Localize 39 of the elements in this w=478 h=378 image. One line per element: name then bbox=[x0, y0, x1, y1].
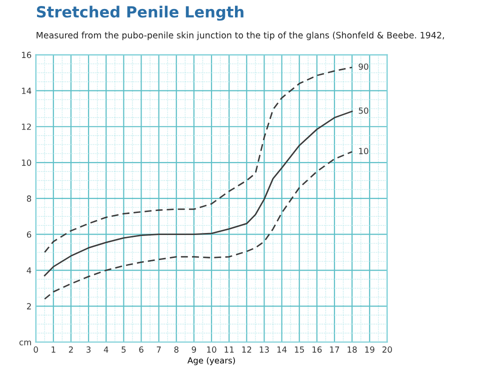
y-tick-label: 4 bbox=[26, 267, 32, 274]
y-tick-label: 12 bbox=[22, 124, 31, 130]
x-axis-title: Age (years) bbox=[187, 357, 235, 366]
x-tick-label: 0 bbox=[34, 346, 38, 353]
x-tick-label: 16 bbox=[312, 346, 322, 353]
x-tick-label: 7 bbox=[156, 346, 161, 353]
x-tick-label: 15 bbox=[294, 346, 304, 353]
x-tick-label: 9 bbox=[192, 346, 196, 353]
x-tick-label: 10 bbox=[207, 346, 216, 353]
x-tick-label: 5 bbox=[122, 346, 126, 353]
x-tick-label: 11 bbox=[224, 346, 234, 353]
x-tick-label: 18 bbox=[348, 346, 357, 353]
y-tick-label: 6 bbox=[26, 231, 32, 238]
y-tick-label: 16 bbox=[22, 52, 32, 58]
x-tick-label: 8 bbox=[174, 346, 178, 353]
chart-subtitle: Measured from the pubo-penile skin junction to the tip of the glans (Shonfeld & Beebe. 1942, bbox=[36, 32, 444, 40]
y-tick-label: cm bbox=[19, 340, 31, 346]
x-tick-label: 12 bbox=[242, 346, 252, 353]
x-tick-label: 6 bbox=[139, 346, 144, 353]
y-tick-label: 10 bbox=[22, 160, 32, 166]
x-tick-label: 17 bbox=[330, 346, 340, 353]
line-series bbox=[44, 151, 353, 300]
x-tick-label: 4 bbox=[104, 346, 108, 353]
line-series bbox=[44, 110, 353, 276]
y-tick-label: 8 bbox=[26, 195, 32, 202]
series-label: 10 bbox=[359, 148, 368, 154]
x-tick-label: 2 bbox=[68, 346, 73, 353]
chart-title: Stretched Penile Length bbox=[36, 6, 244, 21]
y-tick-label: 14 bbox=[22, 88, 32, 94]
series-label: 90 bbox=[358, 63, 368, 70]
x-tick-label: 13 bbox=[260, 346, 269, 353]
x-tick-label: 19 bbox=[365, 346, 374, 353]
x-tick-label: 1 bbox=[52, 346, 56, 353]
x-tick-label: 20 bbox=[382, 346, 392, 353]
x-tick-label: 14 bbox=[277, 346, 287, 353]
line-series bbox=[44, 66, 353, 254]
y-tick-label: 2 bbox=[26, 303, 31, 310]
series-label: 50 bbox=[358, 107, 368, 114]
x-tick-label: 3 bbox=[86, 346, 91, 353]
